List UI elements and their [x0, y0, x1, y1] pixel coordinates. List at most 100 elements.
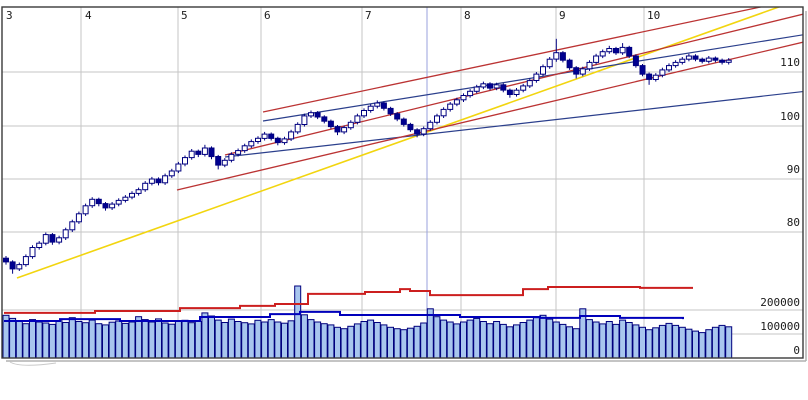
- candle-down: [380, 102, 387, 109]
- volume-bar: [108, 321, 116, 358]
- volume-bar: [466, 319, 474, 358]
- volume-bar: [82, 322, 90, 358]
- volume-red-ma-line: [4, 286, 693, 314]
- candle-down: [414, 129, 421, 135]
- candle-up: [679, 58, 686, 63]
- plot-area[interactable]: [2, 7, 803, 358]
- candle-down: [719, 59, 726, 63]
- candle-up: [367, 105, 374, 111]
- volume-bar: [526, 319, 534, 358]
- volume-bar: [585, 319, 593, 358]
- red-channel-top-line: [262, 7, 764, 113]
- candle-up: [89, 198, 96, 207]
- volume-bar: [214, 319, 222, 358]
- candle-up: [36, 242, 43, 248]
- volume-bar: [619, 319, 627, 358]
- candle-up: [42, 234, 49, 244]
- candle-down: [274, 137, 281, 144]
- volume-bar: [645, 329, 653, 358]
- candle-up: [354, 115, 361, 123]
- x-axis-month-label: 7: [365, 9, 372, 22]
- volume-bar: [446, 321, 454, 358]
- volume-bar: [360, 321, 368, 358]
- volume-bar: [135, 316, 143, 358]
- volume-bar: [420, 322, 428, 358]
- candle-up: [533, 73, 540, 81]
- volume-bar: [22, 323, 30, 358]
- candle-up: [493, 84, 500, 89]
- volume-bar: [440, 319, 448, 358]
- candle-up: [553, 52, 560, 60]
- candle-up: [308, 112, 314, 117]
- candle-down: [49, 234, 56, 243]
- x-axis-month-label: 8: [464, 9, 471, 22]
- candle-up: [235, 150, 242, 155]
- candle-down: [400, 118, 407, 125]
- x-axis-month-label: 3: [6, 9, 13, 22]
- volume-bar: [572, 328, 580, 358]
- volume-bar: [705, 329, 713, 358]
- candle-up: [221, 159, 228, 166]
- candle-up: [453, 99, 460, 105]
- candle-up: [526, 80, 533, 87]
- candle-up: [175, 163, 182, 172]
- candle-up: [109, 203, 116, 209]
- volume-bar: [546, 318, 554, 358]
- volume-bar: [486, 323, 494, 358]
- candle-up: [440, 108, 447, 117]
- x-axis-month-label: 6: [264, 9, 271, 22]
- candle-up: [520, 85, 527, 91]
- volume-bar: [400, 329, 408, 358]
- candle-up: [685, 55, 692, 60]
- candle-down: [506, 89, 513, 95]
- volume-bar: [433, 316, 441, 358]
- candle-up: [361, 110, 367, 117]
- candle-down: [712, 57, 719, 61]
- volume-bar: [393, 328, 401, 358]
- candle-up: [540, 66, 546, 75]
- candle-up: [705, 57, 712, 62]
- candle-down: [487, 83, 493, 89]
- volume-bar: [42, 322, 50, 358]
- volume-bar: [605, 321, 613, 358]
- volume-bar: [552, 321, 560, 358]
- candle-down: [3, 257, 9, 263]
- volume-bar: [479, 321, 487, 358]
- chart-frame-border: [1, 6, 804, 359]
- candle-down: [387, 107, 394, 115]
- candle-up: [467, 90, 474, 97]
- red-channel-mid-line: [224, 13, 803, 156]
- x-axis-month-label: 4: [85, 9, 92, 22]
- candle-up: [69, 221, 76, 231]
- candle-down: [268, 133, 275, 139]
- candle-up: [652, 74, 659, 80]
- volume-bar: [29, 319, 36, 358]
- candle-down: [208, 147, 215, 158]
- candle-down: [639, 65, 646, 75]
- volume-blue-ma-line: [4, 310, 684, 322]
- candle-down: [9, 261, 16, 270]
- candle-down: [699, 58, 706, 62]
- corner-artifact: [9, 361, 57, 366]
- volume-bar: [267, 319, 275, 358]
- volume-bar: [221, 322, 229, 358]
- candle-down: [559, 52, 566, 61]
- y-axis-volume-label: 100000: [760, 320, 800, 333]
- candle-up: [599, 51, 606, 57]
- candle-down: [394, 113, 401, 120]
- y-axis-price-label: 100: [780, 110, 800, 123]
- candle-up: [241, 145, 248, 152]
- volume-bar: [75, 321, 83, 358]
- candle-up: [75, 213, 82, 223]
- candle-up: [579, 68, 586, 75]
- candle-up: [182, 157, 188, 165]
- candle-up: [513, 89, 520, 95]
- candle-up: [288, 131, 295, 140]
- candle-up: [255, 137, 261, 143]
- candle-down: [102, 203, 109, 209]
- candle-up: [56, 237, 63, 243]
- volume-bar: [141, 319, 149, 358]
- candle-down: [632, 55, 639, 67]
- candle-down: [155, 178, 162, 184]
- candle-up: [228, 153, 235, 161]
